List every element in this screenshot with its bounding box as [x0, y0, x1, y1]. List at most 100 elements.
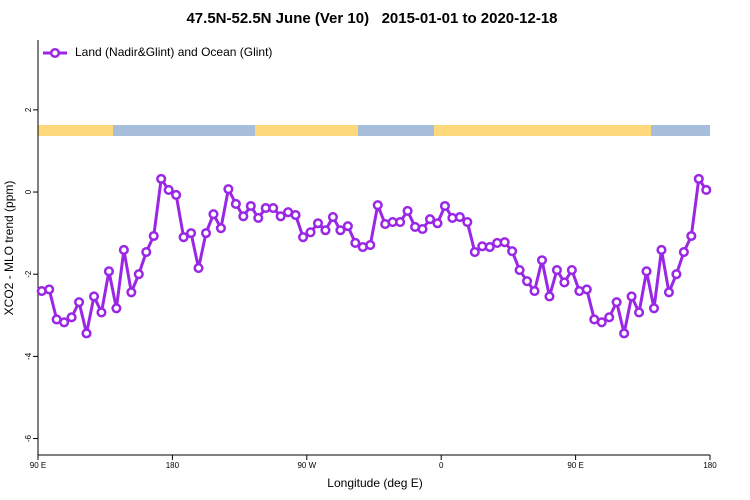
point [604, 312, 615, 323]
land-ocean-band [38, 125, 710, 136]
ocean-strip [651, 125, 710, 136]
point [424, 214, 436, 225]
point [686, 230, 697, 242]
point [439, 200, 450, 212]
point [566, 265, 577, 276]
point [626, 291, 637, 302]
x-tick-label: 90 W [297, 461, 316, 470]
point [156, 173, 167, 184]
point [111, 303, 122, 314]
ocean-strip [358, 125, 434, 136]
point [200, 228, 212, 239]
point [551, 265, 562, 276]
point [74, 297, 85, 308]
point [44, 284, 55, 295]
point [648, 303, 660, 314]
point [126, 287, 137, 298]
legend-marker [49, 47, 61, 59]
point [312, 218, 324, 229]
point [230, 198, 241, 209]
x-tick-label: 180 [166, 461, 180, 470]
point [432, 218, 443, 229]
point [544, 291, 555, 302]
point [507, 246, 518, 257]
point [529, 286, 540, 297]
y-tick-label: -2 [24, 270, 33, 278]
point [671, 269, 682, 280]
point [656, 244, 667, 256]
point [701, 184, 712, 196]
point [275, 211, 286, 222]
point [581, 284, 592, 295]
point [148, 230, 159, 242]
point [417, 223, 428, 235]
point [454, 212, 465, 223]
point [499, 237, 510, 248]
point [619, 328, 630, 339]
point [320, 225, 331, 236]
point [96, 307, 107, 318]
y-tick-label: -6 [24, 434, 33, 442]
point [641, 266, 652, 277]
point [678, 246, 689, 258]
point [298, 232, 309, 243]
point [395, 216, 406, 228]
point [268, 203, 279, 214]
point [469, 246, 480, 258]
point [133, 269, 144, 280]
point [335, 225, 346, 236]
y-axis-label: XCO2 - MLO trend (ppm) [2, 181, 16, 316]
point [178, 232, 189, 243]
y-tick-label: -4 [24, 352, 33, 360]
point [245, 200, 256, 212]
point [305, 227, 316, 238]
point [193, 262, 204, 274]
point [66, 312, 77, 323]
x-tick-label: 90 E [567, 461, 583, 470]
land-strip [38, 125, 113, 136]
legend-label: Land (Nadir&Glint) and Ocean (Glint) [75, 45, 272, 59]
point [163, 184, 174, 196]
point [693, 173, 704, 184]
point [171, 189, 182, 200]
x-tick-label: 180 [703, 461, 717, 470]
point [208, 209, 219, 220]
point [238, 211, 249, 222]
point [536, 255, 548, 266]
point [118, 244, 129, 256]
point [350, 237, 361, 249]
point [663, 287, 674, 298]
point [290, 209, 301, 221]
point [141, 246, 152, 258]
point [611, 297, 622, 308]
point [327, 212, 338, 223]
point [103, 266, 114, 277]
point [223, 184, 234, 195]
point [522, 276, 533, 287]
point [402, 205, 413, 216]
point [81, 328, 92, 339]
ocean-strip [113, 125, 255, 136]
point [559, 277, 570, 288]
point [215, 223, 226, 234]
point [372, 200, 383, 211]
y-tick-label: 2 [24, 107, 33, 112]
point [342, 221, 353, 232]
point [634, 307, 645, 318]
point [484, 242, 495, 253]
chart-title: 47.5N-52.5N June (Ver 10) 2015-01-01 to … [186, 10, 557, 27]
point [186, 228, 197, 239]
x-axis-label: Longitude (deg E) [327, 476, 422, 490]
point [253, 212, 264, 223]
land-strip [255, 125, 358, 136]
point [596, 317, 607, 328]
x-tick-label: 0 [439, 461, 444, 470]
point [365, 239, 376, 251]
point [514, 265, 525, 276]
x-tick-label: 90 E [30, 461, 46, 470]
point [59, 317, 70, 328]
point [462, 216, 473, 228]
land-strip [434, 125, 651, 136]
point [88, 291, 100, 302]
y-tick-label: 0 [24, 189, 33, 194]
